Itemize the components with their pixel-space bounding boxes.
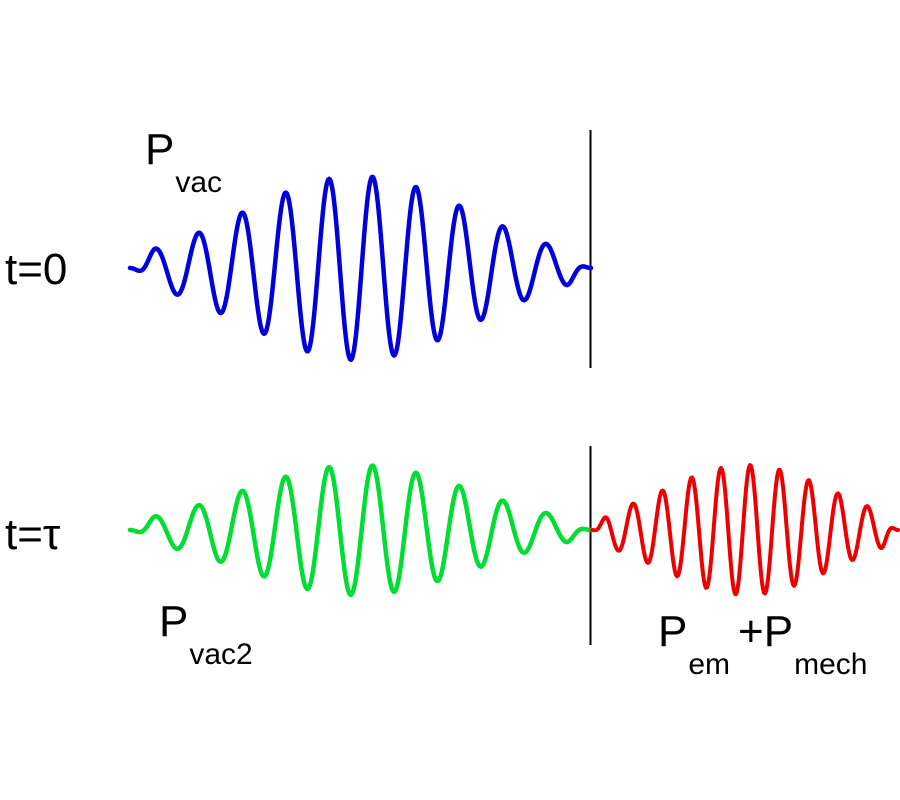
label-p-vac-sub: vac — [175, 166, 223, 199]
transmitted-pulse-wave — [590, 463, 900, 597]
label-p-vac: Pvac — [145, 125, 222, 198]
label-p-em-base: P — [658, 607, 688, 656]
label-p-em-plus-p-mech: Pem+Pmech — [658, 607, 867, 680]
label-p-vac2-sub: vac2 — [189, 638, 253, 671]
label-p-vac2-base: P — [159, 597, 189, 646]
label-p-mech-sub: mech — [794, 648, 868, 681]
incident-pulse-wave — [127, 174, 594, 363]
label-p-em-sub: em — [688, 648, 731, 681]
time-label-t0: t=0 — [5, 245, 68, 294]
label-p-vac-base: P — [145, 125, 175, 174]
label-plus-p-mech-base: +P — [738, 607, 794, 656]
reflected-pulse-wave — [127, 463, 594, 598]
label-p-vac2: Pvac2 — [159, 597, 253, 670]
time-label-ttau: t=τ — [5, 510, 61, 559]
